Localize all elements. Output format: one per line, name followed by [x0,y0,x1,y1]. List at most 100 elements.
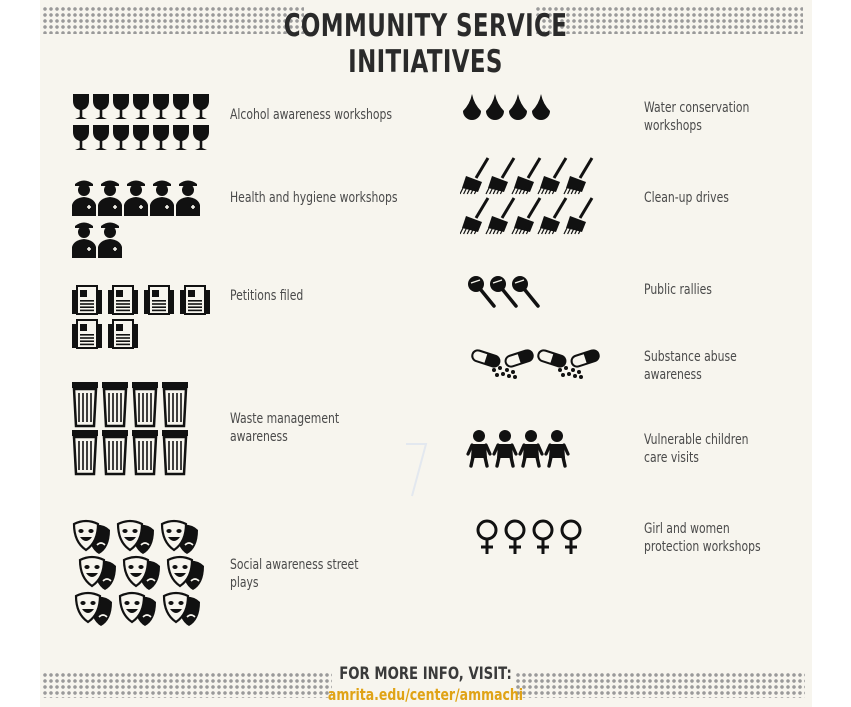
pill-capsule-icon-group [471,349,600,379]
wine-glass-icon [193,125,209,150]
trash-bin-icon [72,430,98,476]
theater-masks-icon [72,519,110,554]
wine-glass-icon [173,125,189,150]
broom-icon [460,197,490,235]
petition-document-icon [72,285,102,315]
petition-document-icon [180,285,210,315]
water-drop-icon [486,94,504,120]
petition-document-icon [72,319,102,349]
microphone-icon [490,276,518,308]
broom-icon [511,157,542,195]
petition-document-icon [144,285,174,315]
wine-glass-icon [93,94,109,119]
child-icon [544,430,570,468]
wine-glass-icon [113,94,129,119]
dotted-bar-bottom-right [515,672,805,698]
wine-glass-icon [113,125,129,150]
public-rallies-label: Public rallies [644,282,712,298]
pill-capsule-icon [471,349,505,377]
dotted-bar-top-right [535,6,803,34]
child-icon [466,430,492,468]
petition-document-icon [108,285,138,315]
female-symbol-icon-group [476,519,582,554]
watermark-slash [406,443,428,497]
health-worker-icon [98,222,122,258]
child-icon [518,430,544,468]
water-drop-icon [532,94,550,120]
child-icon [492,430,518,468]
theater-masks-icon [74,591,112,626]
theater-masks-icon [118,591,156,626]
petition-document-icon [108,319,138,349]
health-worker-icon [72,222,96,258]
pill-capsule-icon [504,349,534,379]
more-info-text: FOR MORE INFO, VISIT: [339,664,512,684]
petitions-label: Petitions filed [230,288,304,304]
female-symbol-icon [504,519,526,554]
wine-glass-icon [153,125,169,150]
alcohol-workshops-label: Alcohol awareness workshops [230,107,393,123]
trash-bin-icon [102,430,128,476]
page-subtitle: INITIATIVES [348,44,503,80]
wine-glass-icon [93,125,109,150]
water-conservation-label: Water conservation workshops [644,100,750,134]
trash-bin-icon-group [72,382,188,476]
female-symbol-icon [532,519,554,554]
website-link[interactable]: amrita.edu/center/ammachi [327,685,524,704]
theater-masks-icon [78,555,116,590]
dotted-bar-bottom-left [42,672,332,698]
trash-bin-icon [132,382,158,428]
theater-masks-icon [166,555,204,590]
trash-bin-icon [162,382,188,428]
theater-masks-icon [162,591,200,626]
wine-glass-icon [73,94,89,119]
broom-icon [537,197,568,235]
child-icon-group [466,430,570,468]
poster-background [40,0,812,707]
theater-masks-icon-group [72,519,204,626]
theater-masks-icon [122,555,160,590]
trash-bin-icon [102,382,128,428]
broom-icon [563,157,594,195]
broom-icon [460,157,490,195]
trash-bin-icon [162,430,188,476]
health-worker-icon [98,180,122,216]
health-worker-icon [72,180,96,216]
pill-capsule-icon [537,349,571,377]
health-worker-icon [150,180,174,216]
pill-capsule-icon [570,349,600,379]
wine-glass-icon [153,94,169,119]
cleanup-drives-label: Clean-up drives [644,190,729,206]
women-protection-label: Girl and women protection workshops [644,521,761,555]
wine-glass-icon [193,94,209,119]
theater-masks-icon [116,519,154,554]
broom-icon [563,197,594,235]
water-drop-icon [509,94,527,120]
female-symbol-icon [560,519,582,554]
health-worker-icon-group [72,180,200,258]
wine-glass-icon-group [73,94,209,150]
broom-icon [511,197,542,235]
vulnerable-children-label: Vulnerable children care visits [644,432,749,466]
broom-icon [485,157,516,195]
wine-glass-icon [133,94,149,119]
female-symbol-icon [476,519,498,554]
microphone-icon [468,276,496,308]
microphone-icon [512,276,540,308]
health-worker-icon [124,180,148,216]
petition-document-icon-group [72,285,210,349]
theater-masks-icon [160,519,198,554]
dotted-bar-top-left [42,6,304,34]
substance-abuse-label: Substance abuse awareness [644,349,737,383]
microphone-icon-group [468,276,540,308]
wine-glass-icon [173,94,189,119]
wine-glass-icon [133,125,149,150]
broom-icon [537,157,568,195]
health-workshops-label: Health and hygiene workshops [230,190,398,206]
page-title: COMMUNITY SERVICE [283,8,568,44]
health-worker-icon [176,180,200,216]
trash-bin-icon [132,430,158,476]
broom-icon [485,197,516,235]
water-drop-icon [463,94,481,120]
waste-management-label: Waste management awareness [230,411,340,445]
